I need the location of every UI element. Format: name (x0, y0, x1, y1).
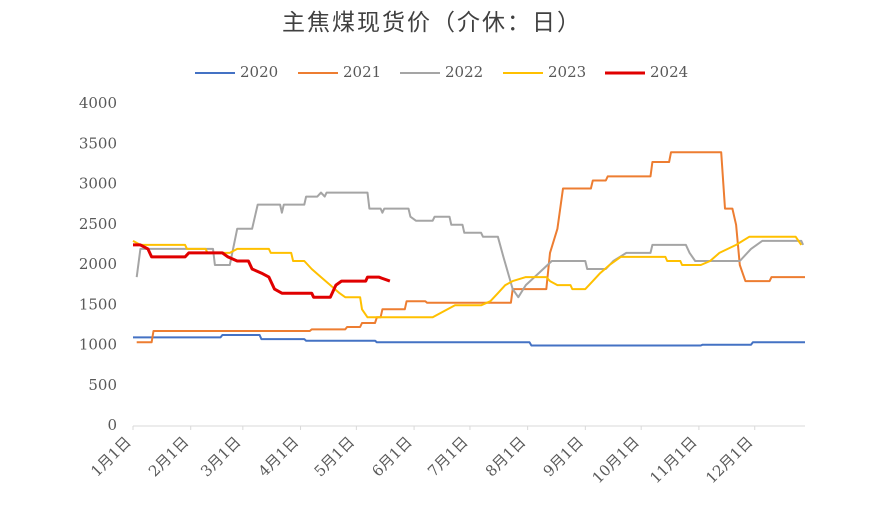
y-tick-label: 0 (107, 416, 117, 434)
y-tick-label: 1000 (79, 336, 117, 354)
x-tick-label: 8月1日 (482, 433, 529, 480)
y-tick-label: 500 (88, 376, 117, 394)
y-tick-label: 2500 (79, 215, 117, 233)
x-tick-label: 12月1日 (702, 433, 756, 487)
legend-label: 2021 (343, 63, 381, 81)
legend-label: 2023 (548, 63, 586, 81)
chart-title: 主焦煤现货价（介休：日） (282, 10, 582, 36)
x-tick-label: 10月1日 (589, 433, 643, 487)
y-tick-label: 1500 (79, 295, 117, 313)
x-tick-label: 6月1日 (368, 433, 415, 480)
legend-label: 2022 (445, 63, 483, 81)
series-line (133, 243, 391, 299)
x-tick-label: 11月1日 (646, 433, 700, 487)
x-tick-label: 7月1日 (424, 433, 471, 480)
x-tick-label: 9月1日 (540, 433, 587, 480)
x-tick-label: 3月1日 (197, 433, 244, 480)
x-tick-label: 5月1日 (311, 433, 358, 480)
x-tick-label: 4月1日 (255, 433, 302, 480)
legend-label: 2024 (650, 63, 688, 81)
y-tick-label: 2000 (79, 255, 117, 273)
x-tick-label: 2月1日 (145, 433, 192, 480)
series-line (135, 191, 805, 299)
x-tick-label: 1月1日 (87, 433, 134, 480)
series-line (136, 151, 805, 344)
y-tick-label: 4000 (79, 94, 117, 112)
y-tick-label: 3000 (79, 175, 117, 193)
legend-label: 2020 (240, 63, 278, 81)
y-tick-label: 3500 (79, 134, 117, 152)
series-line (132, 235, 803, 319)
series-line (133, 334, 805, 347)
